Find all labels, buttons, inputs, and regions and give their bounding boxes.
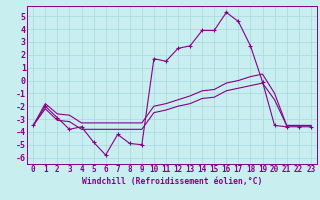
X-axis label: Windchill (Refroidissement éolien,°C): Windchill (Refroidissement éolien,°C)	[82, 177, 262, 186]
